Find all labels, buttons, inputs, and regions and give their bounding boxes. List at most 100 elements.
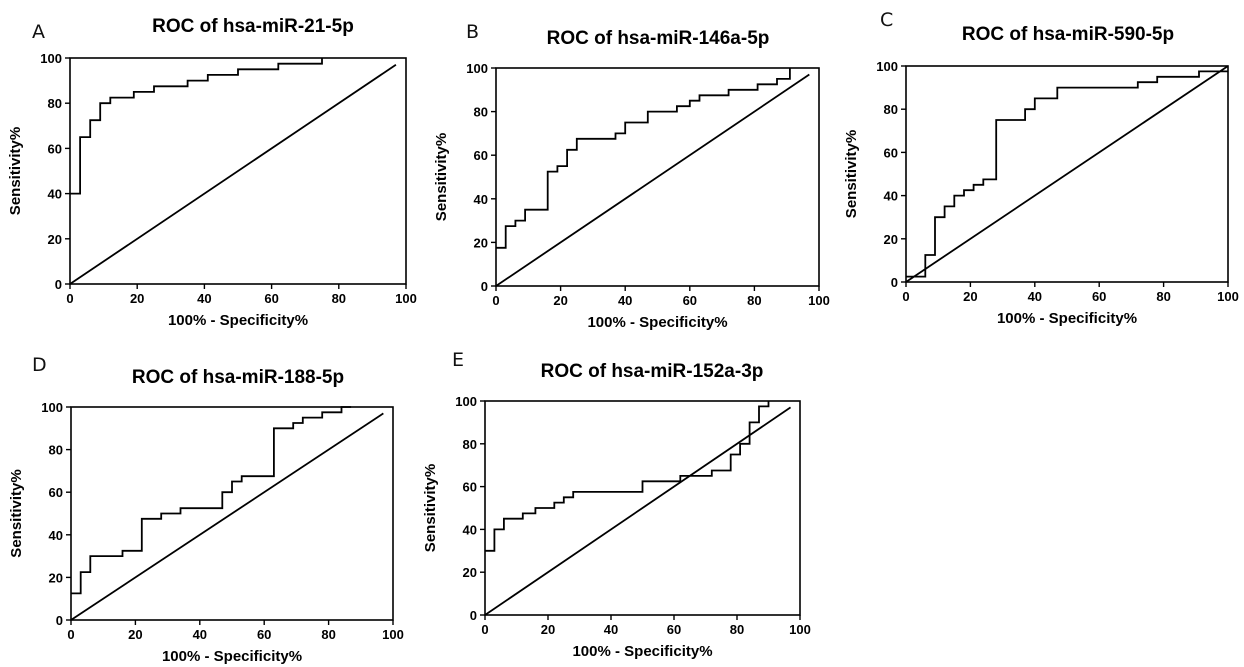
y-tick-label: 60 [48, 141, 62, 156]
x-tick-label: 40 [193, 627, 207, 642]
y-tick-label: 100 [40, 51, 62, 66]
x-tick-label: 20 [541, 622, 555, 637]
panel-letter: E [452, 349, 464, 371]
x-tick-label: 60 [1092, 289, 1106, 304]
y-tick-label: 60 [463, 480, 477, 495]
y-axis-label: Sensitivity% [7, 127, 24, 215]
y-tick-label: 0 [56, 613, 63, 628]
x-tick-label: 0 [66, 291, 73, 306]
x-tick-label: 60 [667, 622, 681, 637]
panel-letter: D [32, 354, 47, 376]
reference-diagonal [495, 73, 810, 287]
reference-diagonal [70, 412, 384, 621]
chart-panel-e: E ROC of hsa-miR-152a-3p 0 20 40 60 80 100 0 20 40… [422, 349, 811, 660]
x-tick-label: 60 [683, 293, 697, 308]
x-tick-label: 40 [1028, 289, 1042, 304]
y-tick-label: 60 [49, 485, 63, 500]
panel-letter: B [466, 21, 479, 43]
plot-frame [69, 57, 407, 285]
y-tick-label: 20 [49, 570, 63, 585]
reference-diagonal [905, 65, 1229, 283]
y-tick-label: 80 [463, 437, 477, 452]
x-tick-label: 0 [492, 293, 499, 308]
y-tick-label: 100 [455, 394, 477, 409]
x-tick-label: 20 [130, 291, 144, 306]
y-tick-label: 80 [474, 105, 488, 120]
y-tick-label: 20 [48, 232, 62, 247]
x-tick-label: 60 [264, 291, 278, 306]
chart-title: ROC of hsa-miR-152a-3p [541, 361, 764, 382]
chart-panel-b: B ROC of hsa-miR-146a-5p 0 20 40 60 80 100 0 20 40… [433, 21, 830, 331]
x-axis-label: 100% - Specificity% [997, 310, 1137, 327]
y-axis-label: Sensitivity% [433, 133, 450, 221]
y-tick-label: 40 [474, 192, 488, 207]
reference-diagonal [484, 406, 792, 616]
roc-curve [906, 70, 1228, 278]
y-tick-label: 40 [884, 189, 898, 204]
y-axis-label: Sensitivity% [8, 469, 25, 557]
y-tick-label: 0 [481, 279, 488, 294]
chart-panel-d: D ROC of hsa-miR-188-5p 0 20 40 60 80 100 0 20 40 6… [8, 354, 404, 665]
x-tick-label: 0 [481, 622, 488, 637]
roc-curve [496, 68, 791, 249]
chart-title: ROC of hsa-miR-146a-5p [547, 28, 770, 49]
y-tick-label: 100 [876, 59, 898, 74]
x-tick-label: 100 [789, 622, 811, 637]
y-tick-label: 40 [49, 528, 63, 543]
y-tick-label: 40 [48, 187, 62, 202]
x-tick-label: 100 [382, 627, 404, 642]
y-tick-label: 100 [466, 61, 488, 76]
chart-title: ROC of hsa-miR-590-5p [962, 24, 1174, 45]
plot-frame [484, 400, 801, 616]
chart-title: ROC of hsa-miR-21-5p [152, 16, 354, 37]
chart-panel-a: A ROC of hsa-miR-21-5p 0 20 40 60 80 100 0 20 40 60… [7, 16, 417, 329]
y-tick-label: 80 [49, 443, 63, 458]
chart-panel-c: C ROC of hsa-miR-590-5p 0 20 40 60 80 100 0 20 40 6… [843, 9, 1239, 327]
x-tick-label: 40 [618, 293, 632, 308]
plot-frame [70, 406, 394, 621]
x-tick-label: 80 [1156, 289, 1170, 304]
y-axis-label: Sensitivity% [843, 130, 860, 218]
chart-title: ROC of hsa-miR-188-5p [132, 367, 344, 388]
panel-letter: C [880, 9, 893, 31]
plot-frame [905, 65, 1229, 283]
x-tick-label: 40 [197, 291, 211, 306]
y-tick-label: 0 [55, 277, 62, 292]
y-tick-label: 60 [474, 148, 488, 163]
y-tick-label: 100 [41, 400, 63, 415]
x-axis-label: 100% - Specificity% [572, 643, 712, 660]
x-tick-label: 0 [902, 289, 909, 304]
y-tick-label: 20 [474, 235, 488, 250]
x-tick-label: 80 [747, 293, 761, 308]
y-tick-label: 20 [884, 232, 898, 247]
y-tick-label: 0 [891, 275, 898, 290]
x-axis-label: 100% - Specificity% [162, 648, 302, 665]
x-tick-label: 80 [332, 291, 346, 306]
reference-diagonal [69, 64, 397, 285]
y-tick-label: 40 [463, 522, 477, 537]
plot-frame [495, 67, 820, 287]
x-tick-label: 80 [730, 622, 744, 637]
x-tick-label: 40 [604, 622, 618, 637]
roc-curve [71, 406, 352, 595]
panel-letter: A [32, 21, 45, 43]
y-tick-label: 80 [48, 96, 62, 111]
roc-curve [485, 401, 770, 552]
x-axis-label: 100% - Specificity% [168, 312, 308, 329]
y-tick-label: 0 [470, 608, 477, 623]
y-tick-label: 20 [463, 565, 477, 580]
y-tick-label: 60 [884, 145, 898, 160]
x-tick-label: 80 [321, 627, 335, 642]
x-tick-label: 20 [553, 293, 567, 308]
x-tick-label: 100 [395, 291, 417, 306]
x-tick-label: 100 [1217, 289, 1239, 304]
roc-curve [70, 58, 323, 195]
y-axis-label: Sensitivity% [422, 464, 439, 552]
x-tick-label: 20 [963, 289, 977, 304]
x-tick-label: 100 [808, 293, 830, 308]
x-axis-label: 100% - Specificity% [587, 314, 727, 331]
x-tick-label: 0 [67, 627, 74, 642]
y-tick-label: 80 [884, 102, 898, 117]
x-tick-label: 60 [257, 627, 271, 642]
